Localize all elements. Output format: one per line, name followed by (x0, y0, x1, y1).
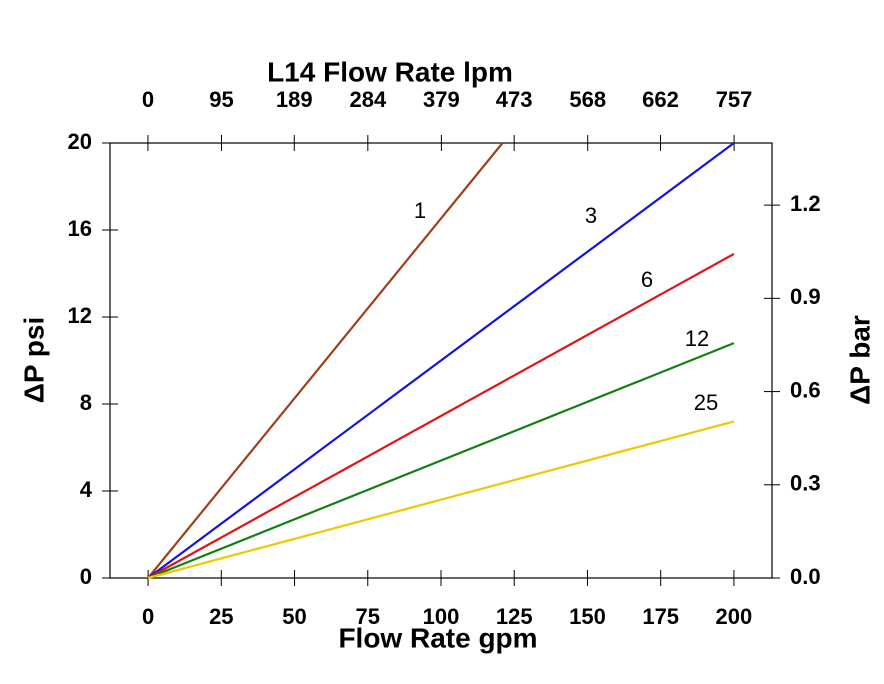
series-label: 3 (585, 203, 597, 228)
x2-tick-label: 379 (423, 87, 460, 112)
x2-tick-label: 757 (716, 87, 753, 112)
y-tick-label: 0 (80, 564, 92, 589)
y2-tick-label: 0.3 (790, 471, 821, 496)
x2-tick-label: 189 (276, 87, 313, 112)
x2-tick-label: 568 (569, 87, 606, 112)
x2-tick-label: 662 (642, 87, 679, 112)
y2-tick-label: 1.2 (790, 191, 821, 216)
series-label: 6 (641, 267, 653, 292)
x-tick-label: 50 (282, 604, 306, 629)
y2-tick-label: 0.6 (790, 377, 821, 402)
x-tick-label: 150 (569, 604, 606, 629)
series-line (147, 252, 735, 579)
x-tick-label: 125 (496, 604, 533, 629)
y-tick-label: 8 (80, 390, 92, 415)
series-line (147, 420, 735, 580)
x-tick-label: 200 (716, 604, 753, 629)
x-axis-title: Flow Rate gpm (338, 622, 537, 653)
x-tick-label: 0 (142, 604, 154, 629)
y-tick-label: 4 (80, 477, 93, 502)
y2-tick-label: 0.9 (790, 284, 821, 309)
series-line (147, 142, 504, 579)
x2-tick-label: 473 (496, 87, 533, 112)
x-tick-label: 175 (642, 604, 679, 629)
y-tick-label: 20 (68, 129, 92, 154)
y2-axis-title: ΔP bar (844, 315, 875, 405)
y2-tick-label: 0.0 (790, 564, 821, 589)
x-tick-label: 100 (423, 604, 460, 629)
x-tick-label: 75 (356, 604, 380, 629)
series-line (147, 142, 735, 579)
x2-tick-label: 0 (142, 87, 154, 112)
top-axis-title: L14 Flow Rate lpm (267, 56, 513, 87)
y-axis-title: ΔP psi (18, 317, 49, 404)
series-line (147, 342, 735, 580)
series-label: 25 (694, 390, 718, 415)
y-tick-label: 16 (68, 216, 92, 241)
y-tick-label: 12 (68, 303, 92, 328)
series-label: 12 (685, 326, 709, 351)
x2-tick-label: 284 (349, 87, 386, 112)
x-tick-label: 25 (209, 604, 233, 629)
series-label: 1 (414, 198, 426, 223)
x2-tick-label: 95 (209, 87, 233, 112)
